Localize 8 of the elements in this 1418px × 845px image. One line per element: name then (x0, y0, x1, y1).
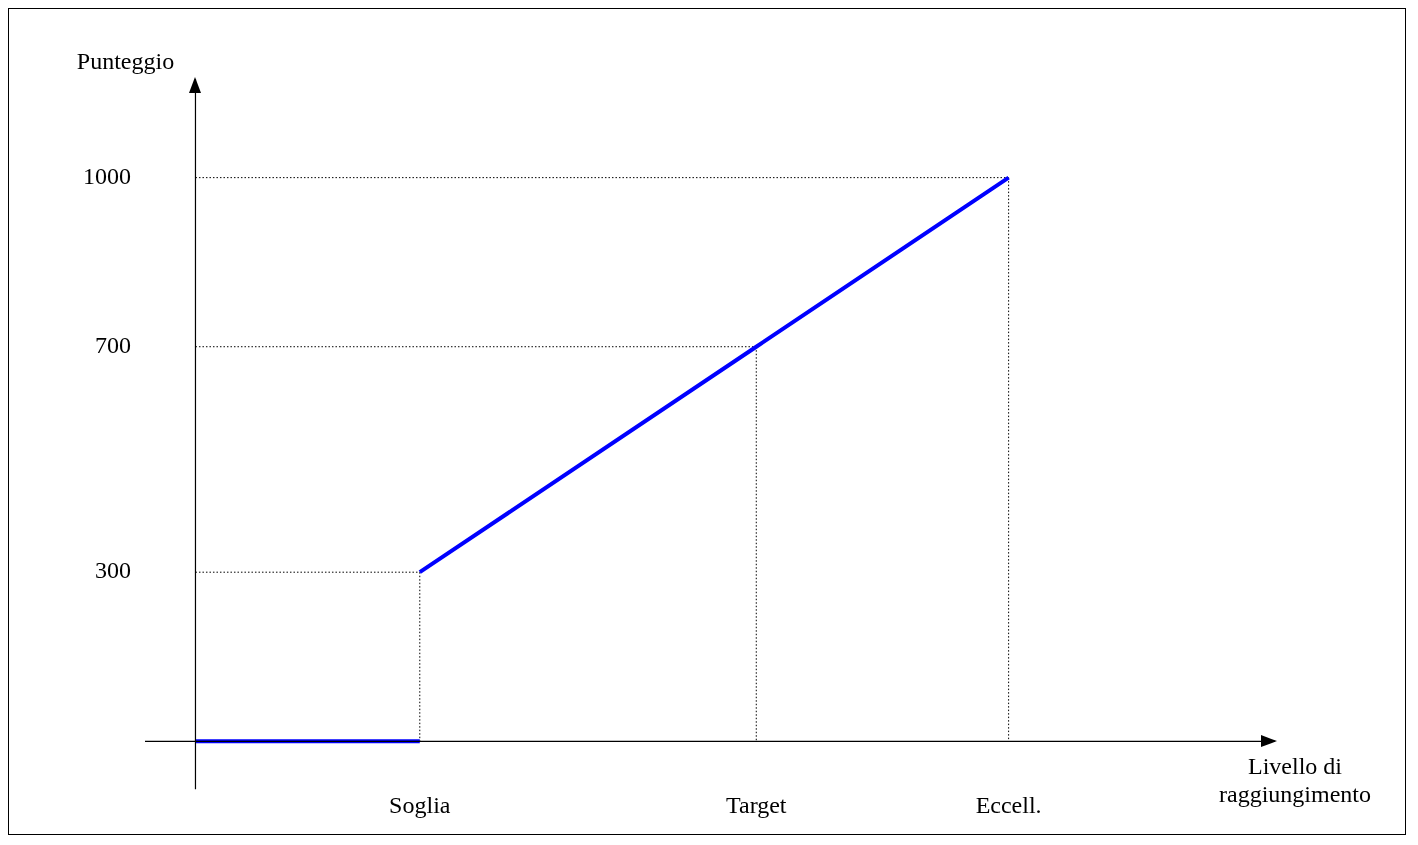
y-tick-label: 1000 (83, 162, 131, 189)
x-axis-title: Livello di raggiungimento (1219, 752, 1371, 807)
y-tick-label: 300 (95, 557, 131, 584)
x-tick-label: Target (726, 791, 787, 818)
y-tick-label: 700 (95, 332, 131, 359)
y-axis-title: Punteggio (76, 48, 175, 75)
x-tick-label: Soglia (389, 791, 451, 818)
x-tick-label: Eccell. (975, 791, 1042, 818)
